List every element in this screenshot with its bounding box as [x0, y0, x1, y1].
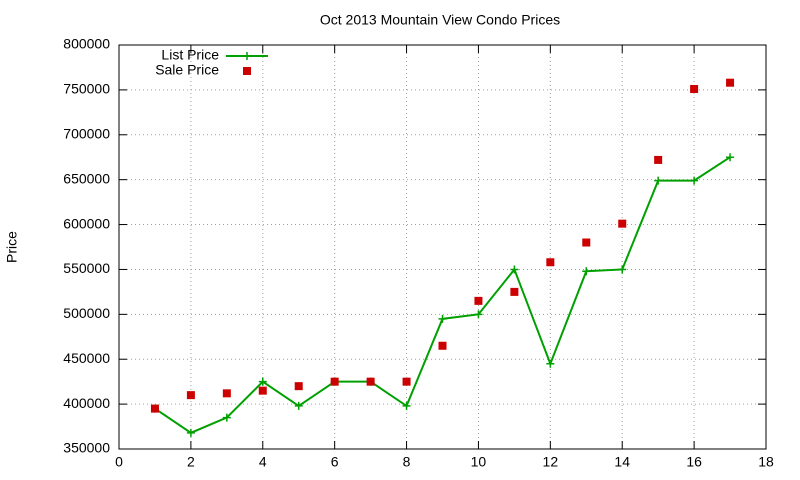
point: [366, 377, 375, 386]
point: [510, 265, 519, 274]
point: [654, 176, 663, 185]
point: [546, 258, 555, 267]
y-tick-label: 750000: [63, 81, 110, 97]
point: [438, 314, 447, 323]
legend-swatch: [243, 67, 251, 75]
point: [258, 377, 267, 386]
point: [474, 310, 483, 319]
legend-swatch: [243, 52, 251, 60]
point: [618, 219, 627, 228]
point: [186, 391, 195, 400]
point: [222, 413, 231, 422]
y-tick-label: 700000: [63, 125, 110, 141]
point: [474, 296, 483, 305]
point: [222, 389, 231, 398]
legend-label: Sale Price: [155, 62, 219, 78]
x-tick-label: 2: [187, 454, 195, 470]
y-tick-label: 500000: [63, 305, 110, 321]
chart-title: Oct 2013 Mountain View Condo Prices: [320, 12, 560, 28]
x-tick-label: 4: [259, 454, 267, 470]
point: [582, 267, 591, 276]
point: [546, 359, 555, 368]
series-line: [154, 156, 731, 434]
point: [258, 386, 267, 395]
point: [726, 78, 735, 87]
y-tick-label: 600000: [63, 215, 110, 231]
point: [510, 287, 519, 296]
x-tick-label: 8: [403, 454, 411, 470]
plot-frame: [118, 44, 767, 450]
point: [186, 428, 195, 437]
x-tick-label: 6: [331, 454, 339, 470]
y-tick-label: 800000: [63, 36, 110, 52]
point: [294, 401, 303, 410]
point: [294, 382, 303, 391]
y-tick-label: 450000: [63, 350, 110, 366]
y-tick-label: 350000: [63, 440, 110, 456]
point: [330, 377, 339, 386]
point: [654, 155, 663, 164]
x-tick-label: 18: [758, 454, 774, 470]
point: [438, 341, 447, 350]
y-tick-label: 400000: [63, 395, 110, 411]
point: [618, 265, 627, 274]
x-tick-label: 12: [543, 454, 559, 470]
point: [690, 84, 699, 93]
x-tick-label: 16: [686, 454, 702, 470]
x-tick-label: 0: [115, 454, 123, 470]
legend-label: List Price: [161, 47, 219, 63]
x-tick-label: 14: [614, 454, 630, 470]
point: [582, 238, 591, 247]
point: [690, 176, 699, 185]
point: [402, 377, 411, 386]
point: [726, 153, 735, 162]
point: [402, 401, 411, 410]
point: [150, 404, 159, 413]
x-tick-label: 10: [471, 454, 487, 470]
y-axis-label: Price: [4, 231, 20, 263]
y-tick-label: 650000: [63, 170, 110, 186]
y-tick-label: 550000: [63, 260, 110, 276]
